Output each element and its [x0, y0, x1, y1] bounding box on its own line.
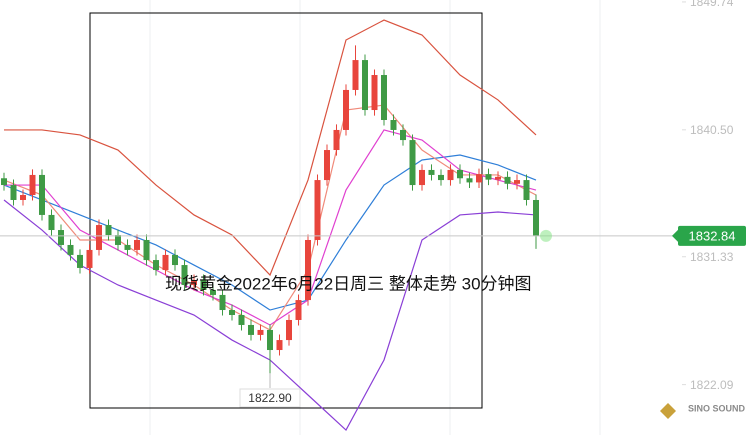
candle-body: [400, 129, 406, 141]
low-label-box: [239, 388, 301, 408]
overlay-line: [3, 154, 537, 311]
candle-body: [153, 260, 159, 271]
candle-body: [39, 174, 45, 215]
candle-body: [305, 239, 311, 301]
background-grid: [149, 0, 601, 435]
candle-body: [48, 214, 55, 231]
candle-body: [523, 180, 530, 200]
candle-body: [485, 174, 492, 180]
candle-body: [324, 150, 330, 181]
candle-body: [362, 60, 368, 111]
candle-body: [58, 230, 64, 245]
candle-body: [219, 294, 226, 311]
candle-body: [533, 199, 539, 236]
candle-body: [115, 235, 121, 245]
candle-body: [267, 329, 273, 351]
candle-body: [257, 329, 264, 335]
candle-body: [1, 178, 7, 186]
candle-body: [10, 185, 17, 200]
candle-body: [124, 244, 131, 250]
candle-body: [143, 239, 150, 261]
y-tick-label: 1849.74: [690, 0, 734, 9]
y-tick-label: 1840.50: [690, 123, 734, 137]
low-label: 1822.90: [248, 391, 292, 405]
candle-body: [428, 169, 435, 175]
candle-body: [105, 225, 112, 236]
candle-body: [419, 169, 425, 186]
last-price-glow: [540, 229, 552, 242]
candle-body: [238, 315, 245, 325]
candle-body: [495, 176, 501, 180]
candle-body: [514, 180, 520, 184]
candle-body: [504, 176, 511, 184]
candle-body: [333, 129, 340, 151]
watermark-logo: SINO SOUND: [660, 403, 746, 419]
candle-body: [466, 178, 473, 183]
candle-body: [67, 244, 74, 255]
y-tick-label: 1831.33: [690, 250, 734, 264]
y-tick-label: 1822.09: [690, 378, 734, 392]
candle-body: [248, 324, 254, 335]
watermark-text: SINO SOUND: [688, 403, 746, 413]
price-tag-label: 1832.84: [689, 228, 736, 243]
candle-body: [210, 289, 216, 295]
plot-area: [0, 1, 746, 431]
candle-body: [381, 75, 387, 120]
candle-body: [295, 300, 302, 320]
candle-body: [29, 174, 36, 196]
candle-body: [371, 75, 378, 111]
candle-body: [181, 265, 188, 285]
candle-body: [390, 119, 397, 130]
candle-body: [162, 254, 169, 271]
candle-body: [229, 310, 235, 316]
candle-body: [276, 340, 283, 351]
candle-body: [438, 174, 444, 181]
chart-title: 现货黄金2022年6月22日周三 整体走势 30分钟图: [165, 274, 532, 293]
candle-body: [96, 225, 102, 250]
candle-body: [447, 169, 454, 181]
highlight-frame: [89, 12, 483, 409]
candle-body: [476, 174, 482, 183]
candle-body: [172, 254, 178, 266]
overlay-line: [4, 19, 537, 277]
candle-body: [286, 319, 292, 341]
candle-body: [409, 140, 416, 186]
candle-body: [457, 169, 463, 179]
candle-body: [77, 254, 83, 268]
candle-body: [200, 279, 207, 290]
candle-body: [352, 60, 359, 90]
candle-body: [191, 279, 197, 285]
candle-body: [20, 195, 26, 200]
candle-body: [314, 180, 321, 240]
candle-body: [86, 249, 93, 268]
candle-body: [134, 239, 140, 250]
price-tag-arrow: [672, 229, 678, 242]
candle-body: [343, 89, 349, 130]
price-tag: [678, 225, 746, 246]
